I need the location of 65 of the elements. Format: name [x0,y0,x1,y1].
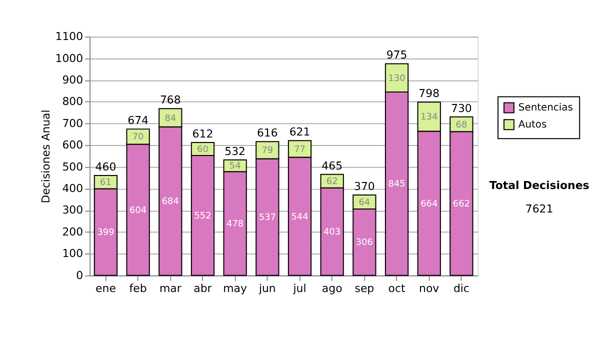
x-tick-label: feb [129,282,147,295]
x-tick-label: ene [96,282,116,295]
y-tick-label: 100 [62,247,84,260]
y-tick-label: 900 [62,73,84,86]
data-label: 64 [358,198,370,208]
total-label: 612 [192,128,214,141]
data-label: 684 [162,197,180,208]
x-tick-label: jun [258,282,276,295]
y-tick-label: 400 [62,182,84,196]
total-label: 730 [450,102,472,115]
x-tick-label: ago [322,282,343,295]
total-label: 621 [289,126,310,139]
total-label: 532 [224,144,246,158]
data-label: 552 [194,211,212,222]
y-tick-label: 800 [62,95,84,108]
data-label: 845 [388,180,406,190]
data-label: 544 [291,212,309,222]
data-label: 54 [229,162,242,172]
data-label: 664 [420,199,438,210]
data-label: 537 [258,213,276,224]
total-label: 370 [354,180,375,194]
data-label: 60 [197,145,209,156]
x-tick-label: nov [419,282,440,295]
data-label: 134 [420,112,438,123]
data-label: 662 [452,200,470,210]
y-tick-label: 0 [76,268,84,282]
x-tick-label: jul [292,282,306,295]
legend-label: Autos [518,120,547,131]
y-tick-label: 1100 [55,30,84,44]
total-label: 674 [128,114,149,128]
x-tick-label: may [223,282,248,295]
x-tick-label: mar [159,282,182,295]
data-label: 77 [294,144,306,155]
data-label: 130 [388,74,406,84]
total-label: 768 [160,94,181,107]
data-label: 79 [262,146,274,156]
total-label: 460 [95,160,116,174]
y-tick-label: 700 [62,116,84,130]
x-tick-label: dic [453,282,470,295]
data-label: 68 [456,120,468,130]
data-label: 306 [356,238,374,248]
data-label: 478 [226,219,244,230]
text: Total Decisiones [489,178,590,192]
text: 7621 [525,202,554,216]
data-label: 62 [326,177,338,188]
total-label: 798 [418,87,440,100]
y-tick-label: 600 [62,138,84,152]
y-axis-title: Decisiones Anual [39,110,52,204]
y-tick-label: 200 [62,225,84,238]
y-tick-label: 500 [62,160,84,174]
total-label: 616 [256,126,278,140]
x-tick-label: abr [194,282,212,295]
y-tick-label: 300 [62,204,84,217]
legend-label: Sentencias [518,102,573,114]
x-tick-label: sep [354,282,374,295]
total-label: 465 [322,159,343,172]
data-label: 84 [164,114,176,124]
x-tick-label: oct [388,282,406,295]
data-label: 604 [130,206,147,216]
y-tick-label: 1000 [55,52,84,65]
total-label: 975 [386,48,408,62]
data-label: 70 [132,132,144,143]
data-label: 403 [324,228,341,238]
data-label: 61 [100,178,112,188]
data-label: 399 [97,228,115,238]
